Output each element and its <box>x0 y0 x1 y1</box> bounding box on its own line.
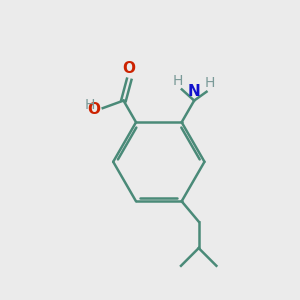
Text: H: H <box>205 76 215 90</box>
Text: H: H <box>173 74 184 88</box>
Text: H: H <box>84 98 95 112</box>
Text: O: O <box>87 102 101 117</box>
Text: O: O <box>123 61 136 76</box>
Text: N: N <box>188 84 200 99</box>
